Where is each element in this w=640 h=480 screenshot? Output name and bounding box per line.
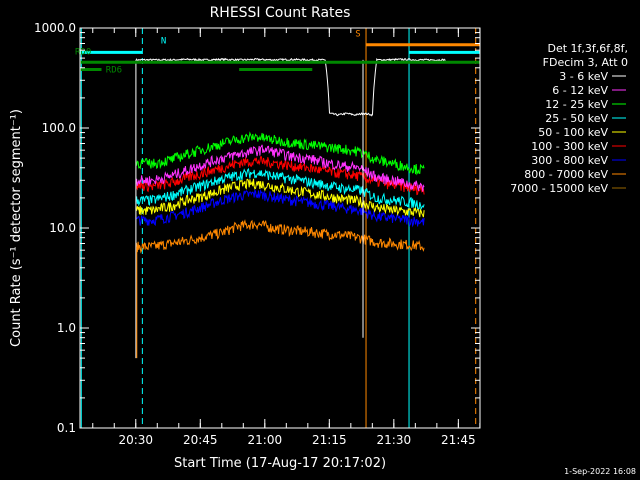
series-line-2 xyxy=(135,131,425,176)
legend-entry-label: 100 - 300 keV xyxy=(531,140,608,153)
x-tick-label: 21:45 xyxy=(441,433,476,447)
y-tick-label: 10.0 xyxy=(49,221,76,235)
legend-entry-label: 12 - 25 keV xyxy=(545,98,608,111)
legend-entry-label: 300 - 800 keV xyxy=(531,154,608,167)
plot-frame xyxy=(79,27,481,429)
series-line-0 xyxy=(135,57,446,117)
x-tick-label: 20:30 xyxy=(118,433,153,447)
legend-entry-label: 6 - 12 keV xyxy=(552,84,608,97)
y-tick-label: 0.1 xyxy=(57,421,76,435)
flag-label-n: N xyxy=(161,36,166,46)
x-tick-label: 21:15 xyxy=(312,433,347,447)
x-tick-label: 21:00 xyxy=(248,433,283,447)
x-tick-label: 20:45 xyxy=(183,433,218,447)
series-line-3 xyxy=(135,167,425,210)
y-axis-label: Count Rate (s⁻¹ detector segment⁻¹) xyxy=(9,109,24,347)
y-tick-label: 1000.0 xyxy=(34,21,76,35)
footer-timestamp: 1-Sep-2022 16:08 xyxy=(564,467,636,476)
chart-title: RHESSI Count Rates xyxy=(210,5,351,21)
y-tick-label: 1.0 xyxy=(57,321,76,335)
legend-header: FDecim 3, Att 0 xyxy=(543,56,628,69)
legend-entry-label: 25 - 50 keV xyxy=(545,112,608,125)
flag-label-s: S xyxy=(355,30,360,40)
legend-header: Det 1f,3f,6f,8f, xyxy=(547,42,628,55)
series-line-6 xyxy=(135,188,425,228)
legend-entry-label: 50 - 100 keV xyxy=(538,126,608,139)
series-line-4 xyxy=(135,178,425,218)
legend-entry-label: 3 - 6 keV xyxy=(559,70,608,83)
series-line-7 xyxy=(135,219,425,254)
legend-entry-label: 800 - 7000 keV xyxy=(524,168,608,181)
x-axis-label: Start Time (17-Aug-17 20:17:02) xyxy=(174,456,386,471)
flag-label-rd0: RD0 xyxy=(75,47,91,57)
y-tick-label: 100.0 xyxy=(42,121,76,135)
legend-entry-label: 7000 - 15000 keV xyxy=(510,182,608,195)
series-line-1 xyxy=(135,144,425,192)
x-tick-label: 21:30 xyxy=(377,433,412,447)
flag-label-rd6: RD6 xyxy=(106,65,122,75)
